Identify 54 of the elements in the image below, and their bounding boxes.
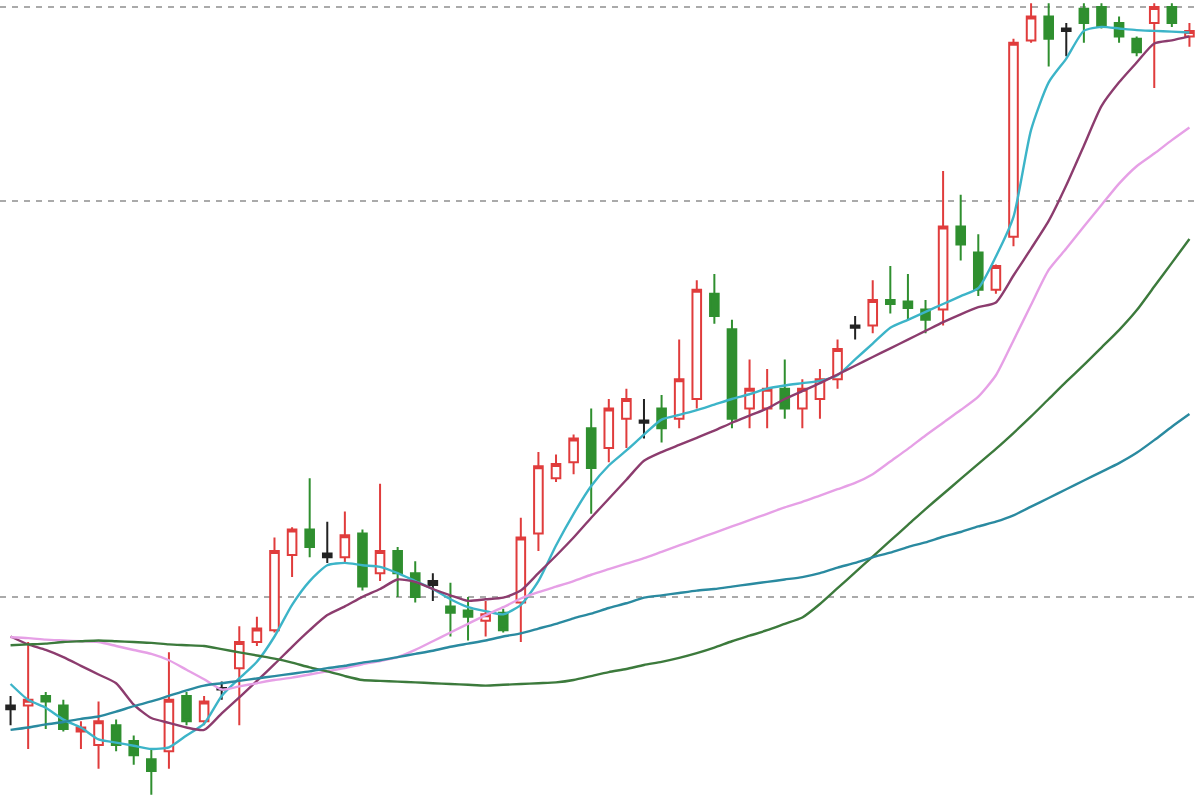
candlestick bbox=[1043, 2, 1054, 68]
candlestick bbox=[269, 536, 280, 634]
candlestick bbox=[1078, 2, 1090, 44]
candlestick bbox=[181, 690, 192, 727]
candlestick bbox=[75, 720, 87, 750]
candlestick bbox=[1131, 35, 1142, 58]
candlestick bbox=[797, 378, 808, 430]
candlestick bbox=[5, 694, 16, 727]
candlestick bbox=[885, 265, 896, 315]
candlestick bbox=[779, 358, 791, 420]
candlestick bbox=[621, 387, 632, 450]
candlestick bbox=[849, 314, 861, 341]
candlestick bbox=[515, 516, 527, 644]
candlestick bbox=[286, 526, 298, 579]
candlestick bbox=[867, 279, 879, 335]
candlestick bbox=[163, 651, 175, 770]
candlestick bbox=[146, 747, 157, 796]
candlestick bbox=[761, 367, 773, 430]
candlestick bbox=[427, 572, 439, 602]
candlestick bbox=[321, 520, 333, 564]
candlestick bbox=[691, 279, 703, 410]
candlestick bbox=[550, 453, 562, 484]
candlestick bbox=[40, 690, 52, 731]
candlestick bbox=[357, 528, 368, 592]
candlestick bbox=[744, 358, 755, 430]
candlestick bbox=[656, 394, 667, 444]
candlestick bbox=[93, 700, 104, 770]
candlestick bbox=[1060, 21, 1072, 58]
candlestick bbox=[990, 263, 1002, 295]
candlestick bbox=[233, 625, 245, 727]
candlestick bbox=[392, 546, 403, 598]
candlestick bbox=[726, 318, 738, 430]
candlestick bbox=[374, 482, 386, 583]
candlestick bbox=[339, 510, 351, 564]
candlestick bbox=[709, 272, 720, 325]
candlestick bbox=[902, 272, 914, 321]
candlestick bbox=[22, 641, 34, 750]
candlestick bbox=[832, 338, 843, 390]
candlestick bbox=[673, 338, 685, 430]
candlestick bbox=[462, 595, 474, 642]
candlestick bbox=[585, 407, 597, 515]
candlestick bbox=[251, 615, 263, 647]
candlestick bbox=[568, 433, 579, 476]
candlestick bbox=[955, 193, 967, 262]
candlestick bbox=[603, 398, 615, 464]
candlestick bbox=[1166, 2, 1178, 28]
candlestick bbox=[304, 477, 315, 559]
candlestick bbox=[638, 398, 650, 440]
candlestick bbox=[1008, 37, 1019, 248]
candlestick bbox=[937, 170, 949, 327]
candlestick bbox=[445, 581, 456, 638]
candlestick bbox=[533, 451, 544, 552]
candlestick bbox=[1096, 2, 1107, 30]
candlestick bbox=[972, 233, 984, 298]
